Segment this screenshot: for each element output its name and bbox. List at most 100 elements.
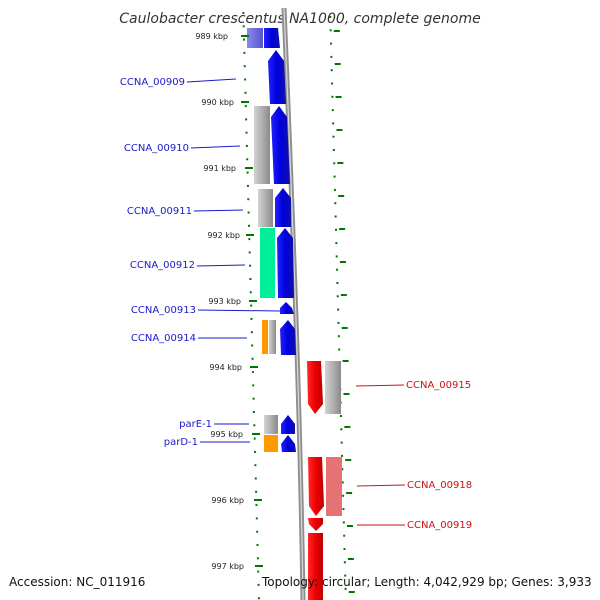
gene-label-reverse[interactable]: CCNA_00919 (357, 520, 472, 531)
tick-dot (257, 583, 260, 586)
tick-dot (252, 384, 255, 387)
tick-dot (329, 16, 332, 18)
reverse-gene-labels: CCNA_00915 CCNA_00918 CCNA_00919 (355, 380, 472, 531)
tick-dot (250, 317, 253, 320)
tick-dot (254, 477, 257, 480)
tick-dot (248, 251, 251, 254)
gene-label-forward[interactable]: parE-1 (179, 419, 249, 430)
tick-dot (333, 162, 336, 165)
gene-label-text[interactable]: parD-1 (164, 437, 198, 448)
tick-dot (255, 504, 258, 507)
tick-dash (340, 294, 347, 296)
scale-tick-label: 994 kbp (209, 363, 242, 372)
tick-dot (341, 481, 344, 484)
scale-tick: 995 kbp (210, 430, 260, 439)
tick-dash (335, 96, 342, 98)
gene-label-reverse[interactable]: CCNA_00915 (355, 380, 471, 391)
gene-label-text[interactable]: CCNA_00913 (131, 305, 196, 316)
gene-label-text[interactable]: CCNA_00909 (120, 77, 185, 88)
tick-dash (336, 129, 343, 131)
gene-label-forward[interactable]: CCNA_00912 (130, 260, 246, 271)
tick-dot (342, 521, 345, 524)
gene-label-text[interactable]: CCNA_00919 (407, 520, 472, 531)
gene-label-text[interactable]: CCNA_00912 (130, 260, 195, 271)
tick-dot (334, 215, 337, 218)
tick-dot (249, 291, 252, 294)
feature-bar-grey (254, 106, 270, 184)
tick-dot (340, 441, 343, 444)
gene-label-forward[interactable]: CCNA_00914 (131, 333, 247, 344)
feature-bar-orange (262, 320, 268, 354)
gene-label-text[interactable]: CCNA_00915 (406, 380, 471, 391)
tick-dot (247, 211, 250, 214)
gene-label-text[interactable]: CCNA_00914 (131, 333, 196, 344)
tick-dot (332, 122, 335, 125)
tick-dot (254, 464, 257, 467)
tick-dot (337, 335, 340, 338)
tick-dash (347, 558, 354, 560)
gene-label-forward[interactable]: parD-1 (164, 437, 250, 448)
tick-dot (342, 508, 345, 511)
tick-dot (341, 454, 344, 457)
tick-dash (339, 261, 346, 263)
inner-tick-ring (242, 12, 260, 600)
tick-dot (331, 95, 334, 98)
tick-dot (332, 149, 335, 151)
tick-dot (331, 82, 334, 85)
scale-tick: 993 kbp (208, 297, 257, 306)
gene-label-reverse[interactable]: CCNA_00918 (356, 480, 472, 491)
tick-dot (256, 530, 259, 533)
scale-tick-label: 995 kbp (210, 430, 243, 439)
gene-label-forward[interactable]: CCNA_00909 (120, 77, 237, 88)
tick-dash (344, 426, 351, 428)
scale-ticks: 989 kbp 990 kbp 991 kbp 992 kbp 993 kbp … (195, 32, 263, 571)
tick-dash (341, 327, 348, 329)
outer-tick-ring (329, 16, 355, 593)
gene-label-text[interactable]: CCNA_00910 (124, 143, 189, 154)
tick-dot (249, 278, 252, 280)
map-title: Caulobacter crescentus NA1000, complete … (119, 11, 480, 27)
scale-tick: 990 kbp (201, 98, 249, 107)
tick-dot (242, 25, 245, 28)
tick-dot (253, 424, 256, 427)
tick-dot (256, 544, 259, 546)
accession-label: Accession: NC_011916 (9, 575, 146, 589)
tick-dot (336, 282, 339, 284)
tick-dash (345, 459, 352, 461)
gene-label-text[interactable]: CCNA_00911 (127, 206, 192, 217)
tick-dot (243, 38, 246, 41)
tick-dot (248, 238, 251, 241)
scale-tick-label: 990 kbp (201, 98, 234, 107)
tick-dash (342, 360, 349, 362)
gene-label-text[interactable]: parE-1 (179, 419, 212, 430)
gene-label-forward[interactable]: CCNA_00911 (127, 206, 244, 217)
tick-dot (337, 321, 340, 324)
forward-gene-labels: CCNA_00909 CCNA_00910 CCNA_00911 CCNA_00… (120, 77, 281, 448)
tick-dot (335, 242, 338, 245)
gene-arrow-forward (281, 435, 296, 452)
tick-dot (255, 490, 258, 493)
tick-dot (337, 308, 340, 311)
gene-label-text[interactable]: CCNA_00918 (407, 480, 472, 491)
gene-label-forward[interactable]: CCNA_00913 (131, 305, 281, 316)
tick-dash (333, 30, 340, 32)
scale-tick: 997 kbp (211, 562, 263, 571)
tick-dot (254, 450, 257, 453)
tick-dot (245, 145, 248, 147)
tick-dot (341, 468, 344, 471)
tick-dash (339, 228, 346, 230)
tick-dot (336, 295, 339, 298)
tick-dash (337, 162, 344, 164)
scale-tick-label: 993 kbp (208, 297, 241, 306)
gene-arrow-forward (275, 188, 291, 227)
tick-dot (244, 78, 247, 81)
forward-genes (264, 28, 296, 452)
tick-dot (250, 304, 253, 307)
tick-dot (250, 331, 253, 334)
gene-arrow-reverse (308, 533, 323, 600)
tick-dot (331, 109, 334, 112)
feature-bars (247, 28, 278, 452)
tick-dot (330, 42, 333, 45)
feature-bar-grey (269, 320, 276, 354)
gene-label-forward[interactable]: CCNA_00910 (124, 143, 241, 154)
